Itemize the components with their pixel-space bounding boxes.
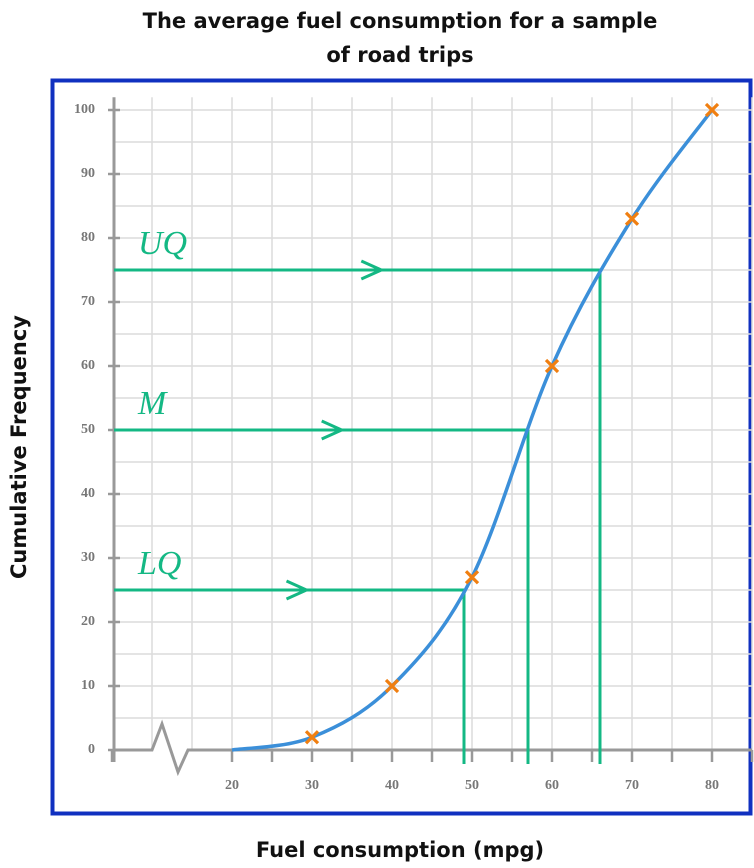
y-tick-label: 60: [81, 358, 95, 373]
point-marker: [704, 102, 720, 118]
point-marker: [544, 358, 560, 374]
y-tick-label: 100: [74, 102, 95, 117]
chart-title: of road trips: [326, 43, 473, 67]
y-tick-label: 50: [81, 422, 95, 437]
plot-frame: [50, 78, 753, 816]
quartile-label: LQ: [137, 545, 181, 582]
x-tick-label: 70: [625, 778, 639, 793]
y-tick-label: 30: [81, 550, 95, 565]
x-tick-label: 40: [385, 778, 399, 793]
arrow-head: [321, 419, 346, 441]
point-marker: [384, 678, 400, 694]
plot: LQ M UQ: [114, 102, 720, 764]
arrow-head: [360, 259, 385, 281]
x-tick-label: 20: [225, 778, 239, 793]
arrow-head: [285, 579, 311, 601]
quartile-label: M: [137, 385, 168, 422]
y-tick-label: 70: [81, 294, 95, 309]
x-tick-label: 50: [465, 778, 479, 793]
y-tick-label: 40: [81, 486, 95, 501]
point-marker: [304, 730, 320, 745]
x-tick-label: 80: [705, 778, 719, 793]
x-tick-label: 30: [305, 778, 319, 793]
y-tick-label: 20: [81, 614, 95, 629]
x-axis-label: Fuel consumption (mpg): [256, 838, 544, 862]
point-marker: [624, 211, 640, 226]
x-axis: [114, 719, 752, 777]
point-marker: [464, 570, 480, 585]
y-tick-label: 10: [81, 678, 95, 693]
grid: 0 10 20 30 40 50 60 70 80 90 100 20 30 40 50 60 70 80: [74, 97, 754, 793]
y-tick-label: 0: [88, 742, 95, 757]
quartile-label: UQ: [138, 225, 187, 262]
x-tick-label: 60: [545, 778, 559, 793]
y-axis-label: Cumulative Frequency: [7, 315, 31, 579]
chart-title: The average fuel consumption for a sampl…: [143, 9, 658, 33]
y-tick-label: 80: [81, 230, 95, 245]
y-tick-label: 90: [81, 166, 95, 181]
